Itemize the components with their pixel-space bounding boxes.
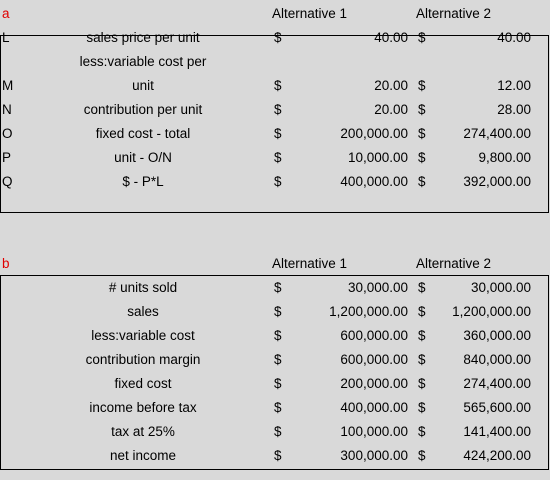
currency-symbol: $: [274, 304, 282, 319]
table-a-border: [0, 35, 549, 213]
header-alternative-1: Alternative 1: [272, 256, 348, 271]
currency-symbol: $: [274, 400, 282, 415]
currency-symbol: $: [418, 174, 426, 189]
currency-symbol: $: [274, 102, 282, 117]
value-alternative-2: 141,400.00: [463, 424, 531, 439]
row-label: net income: [109, 448, 177, 463]
column-divider: [268, 0, 269, 480]
currency-symbol: $: [274, 150, 282, 165]
header-alternative-2: Alternative 2: [416, 256, 492, 271]
header-alternative-1: Alternative 1: [272, 6, 348, 21]
row-label: sales price per unit: [86, 30, 200, 45]
currency-symbol: $: [274, 280, 282, 295]
row-label: income before tax: [89, 400, 197, 415]
row-label: less:variable cost: [91, 328, 195, 343]
value-alternative-2: 40.00: [497, 30, 531, 45]
currency-symbol: $: [418, 78, 426, 93]
value-alternative-2: 840,000.00: [463, 352, 531, 367]
currency-symbol: $: [418, 400, 426, 415]
value-alternative-1: 20.00: [374, 102, 408, 117]
row-label: unit - O/N: [114, 150, 172, 165]
currency-symbol: $: [418, 352, 426, 367]
value-alternative-2: 28.00: [497, 102, 531, 117]
currency-symbol: $: [418, 376, 426, 391]
currency-symbol: $: [274, 424, 282, 439]
value-alternative-1: 100,000.00: [340, 424, 408, 439]
currency-symbol: $: [418, 304, 426, 319]
currency-symbol: $: [274, 126, 282, 141]
value-alternative-2: 9,800.00: [478, 150, 531, 165]
value-alternative-2: 274,400.00: [463, 126, 531, 141]
currency-symbol: $: [274, 174, 282, 189]
section-a-tag: a: [2, 6, 10, 21]
value-alternative-1: 40.00: [374, 30, 408, 45]
currency-symbol: $: [418, 448, 426, 463]
value-alternative-1: 400,000.00: [340, 400, 408, 415]
currency-symbol: $: [418, 30, 426, 45]
row-id: O: [2, 126, 13, 141]
header-alternative-2: Alternative 2: [416, 6, 492, 21]
value-alternative-2: 392,000.00: [463, 174, 531, 189]
value-alternative-2: 12.00: [497, 78, 531, 93]
value-alternative-1: 30,000.00: [347, 280, 408, 295]
row-id: L: [2, 30, 10, 45]
currency-symbol: $: [418, 102, 426, 117]
row-label: tax at 25%: [111, 424, 175, 439]
table-b-border: [0, 275, 549, 470]
row-id: M: [2, 78, 14, 93]
currency-symbol: $: [274, 352, 282, 367]
value-alternative-1: 20.00: [374, 78, 408, 93]
row-label: # units sold: [108, 280, 178, 295]
value-alternative-2: 360,000.00: [463, 328, 531, 343]
currency-symbol: $: [418, 126, 426, 141]
currency-symbol: $: [418, 150, 426, 165]
value-alternative-1: 400,000.00: [340, 174, 408, 189]
value-alternative-1: 10,000.00: [347, 150, 408, 165]
row-label: unit: [132, 78, 154, 93]
value-alternative-2: 274,400.00: [463, 376, 531, 391]
column-divider: [413, 0, 414, 480]
row-id: [2, 50, 18, 74]
row-label: less:variable cost per: [79, 54, 207, 69]
column-divider: [18, 0, 19, 480]
value-alternative-2: 424,200.00: [463, 448, 531, 463]
currency-symbol: $: [274, 376, 282, 391]
row-label: contribution per unit: [83, 102, 203, 117]
value-alternative-1: 300,000.00: [340, 448, 408, 463]
currency-symbol: $: [418, 424, 426, 439]
row-id: P: [2, 150, 12, 165]
value-alternative-1: 600,000.00: [340, 352, 408, 367]
row-label: fixed cost: [114, 376, 172, 391]
value-alternative-2: [430, 50, 531, 74]
value-alternative-2: 30,000.00: [470, 280, 531, 295]
value-alternative-1: 200,000.00: [340, 376, 408, 391]
value-alternative-1: [290, 50, 408, 74]
value-alternative-2: 1,200,000.00: [452, 304, 531, 319]
currency-symbol: $: [418, 280, 426, 295]
currency-symbol: $: [274, 448, 282, 463]
currency-symbol: $: [274, 30, 282, 45]
section-b-tag: b: [2, 256, 10, 271]
row-id: N: [2, 102, 12, 117]
value-alternative-2: 565,600.00: [463, 400, 531, 415]
row-label: contribution margin: [85, 352, 201, 367]
row-label: fixed cost - total: [95, 126, 191, 141]
value-alternative-1: 600,000.00: [340, 328, 408, 343]
value-alternative-1: 200,000.00: [340, 126, 408, 141]
row-id: Q: [2, 174, 13, 189]
currency-symbol: $: [418, 328, 426, 343]
value-alternative-1: 1,200,000.00: [329, 304, 408, 319]
row-label: sales: [127, 304, 159, 319]
currency-symbol: $: [274, 78, 282, 93]
currency-symbol: $: [274, 328, 282, 343]
row-label: $ - P*L: [122, 174, 164, 189]
